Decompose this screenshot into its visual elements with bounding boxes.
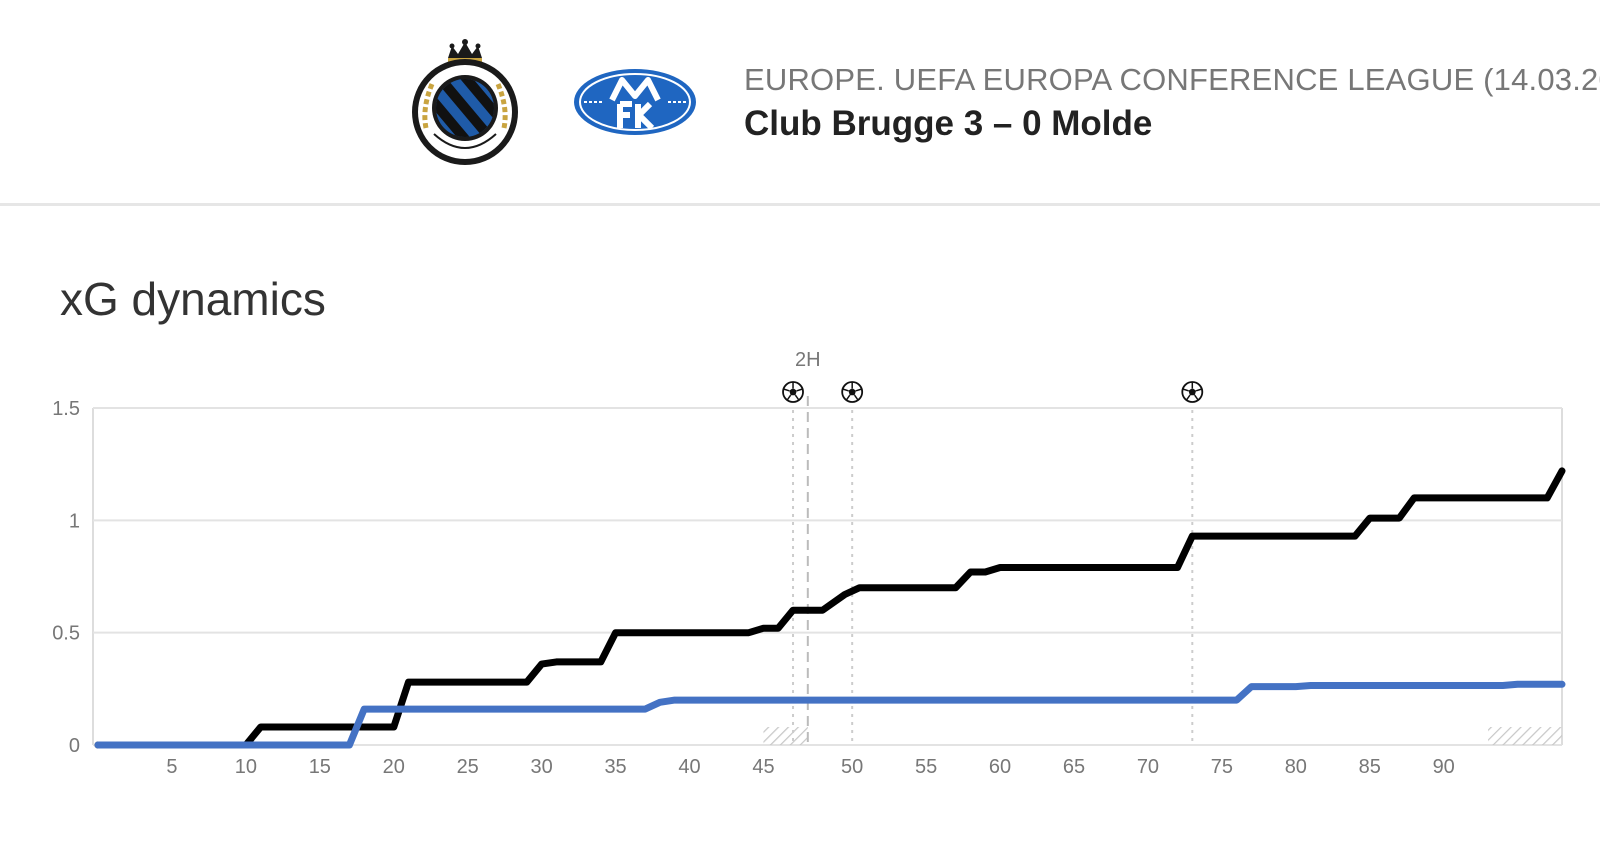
soccer-ball-seams: [842, 382, 862, 401]
y-tick-label: 0: [69, 735, 80, 757]
section-title: xG dynamics: [60, 273, 326, 325]
molde-fk-crest-icon: [574, 69, 696, 135]
soccer-ball-icon: [782, 381, 804, 403]
soccer-ball-patch: [789, 388, 797, 396]
x-tick-label: 10: [235, 756, 257, 778]
stoppage-time-hatch: [763, 727, 808, 745]
x-tick-label: 20: [383, 756, 405, 778]
y-tick-label: 0.5: [52, 623, 80, 645]
match-header: EUROPE. UEFA EUROPA CONFERENCE LEAGUE (1…: [0, 0, 1600, 206]
x-tick-label: 5: [166, 756, 177, 778]
x-tick-label: 75: [1211, 756, 1233, 778]
soccer-ball-patch: [1188, 388, 1197, 396]
x-tick-label: 25: [457, 756, 479, 778]
club-brugge-crest-icon: [412, 39, 518, 165]
stoppage-time-hatch: [1488, 727, 1562, 745]
soccer-ball-icon: [1181, 381, 1204, 403]
soccer-ball-patch: [848, 388, 856, 396]
x-tick-label: 50: [841, 756, 863, 778]
x-tick-label: 70: [1137, 756, 1159, 778]
series-line-molde: [94, 680, 1566, 749]
x-tick-label: 40: [678, 756, 700, 778]
soccer-ball-seams: [783, 382, 803, 401]
x-tick-label: 15: [309, 756, 331, 778]
series-line-club-brugge: [94, 467, 1566, 749]
y-tick-label: 1: [69, 510, 80, 532]
x-tick-label: 60: [989, 756, 1011, 778]
match-score: Club Brugge 3 – 0 Molde: [744, 104, 1153, 143]
x-tick-label: 55: [915, 756, 937, 778]
x-tick-label: 80: [1285, 756, 1307, 778]
x-tick-label: 45: [752, 756, 774, 778]
competition-title: EUROPE. UEFA EUROPA CONFERENCE LEAGUE (1…: [744, 62, 1600, 97]
x-tick-label: 35: [604, 756, 626, 778]
half-time-label: 2H: [795, 349, 821, 371]
soccer-ball-icon: [841, 381, 864, 403]
soccer-ball-seams: [1182, 382, 1203, 401]
y-tick-label: 1.5: [52, 398, 80, 420]
x-tick-label: 65: [1063, 756, 1085, 778]
x-tick-label: 90: [1433, 756, 1455, 778]
x-tick-label: 30: [531, 756, 553, 778]
x-tick-label: 85: [1359, 756, 1381, 778]
